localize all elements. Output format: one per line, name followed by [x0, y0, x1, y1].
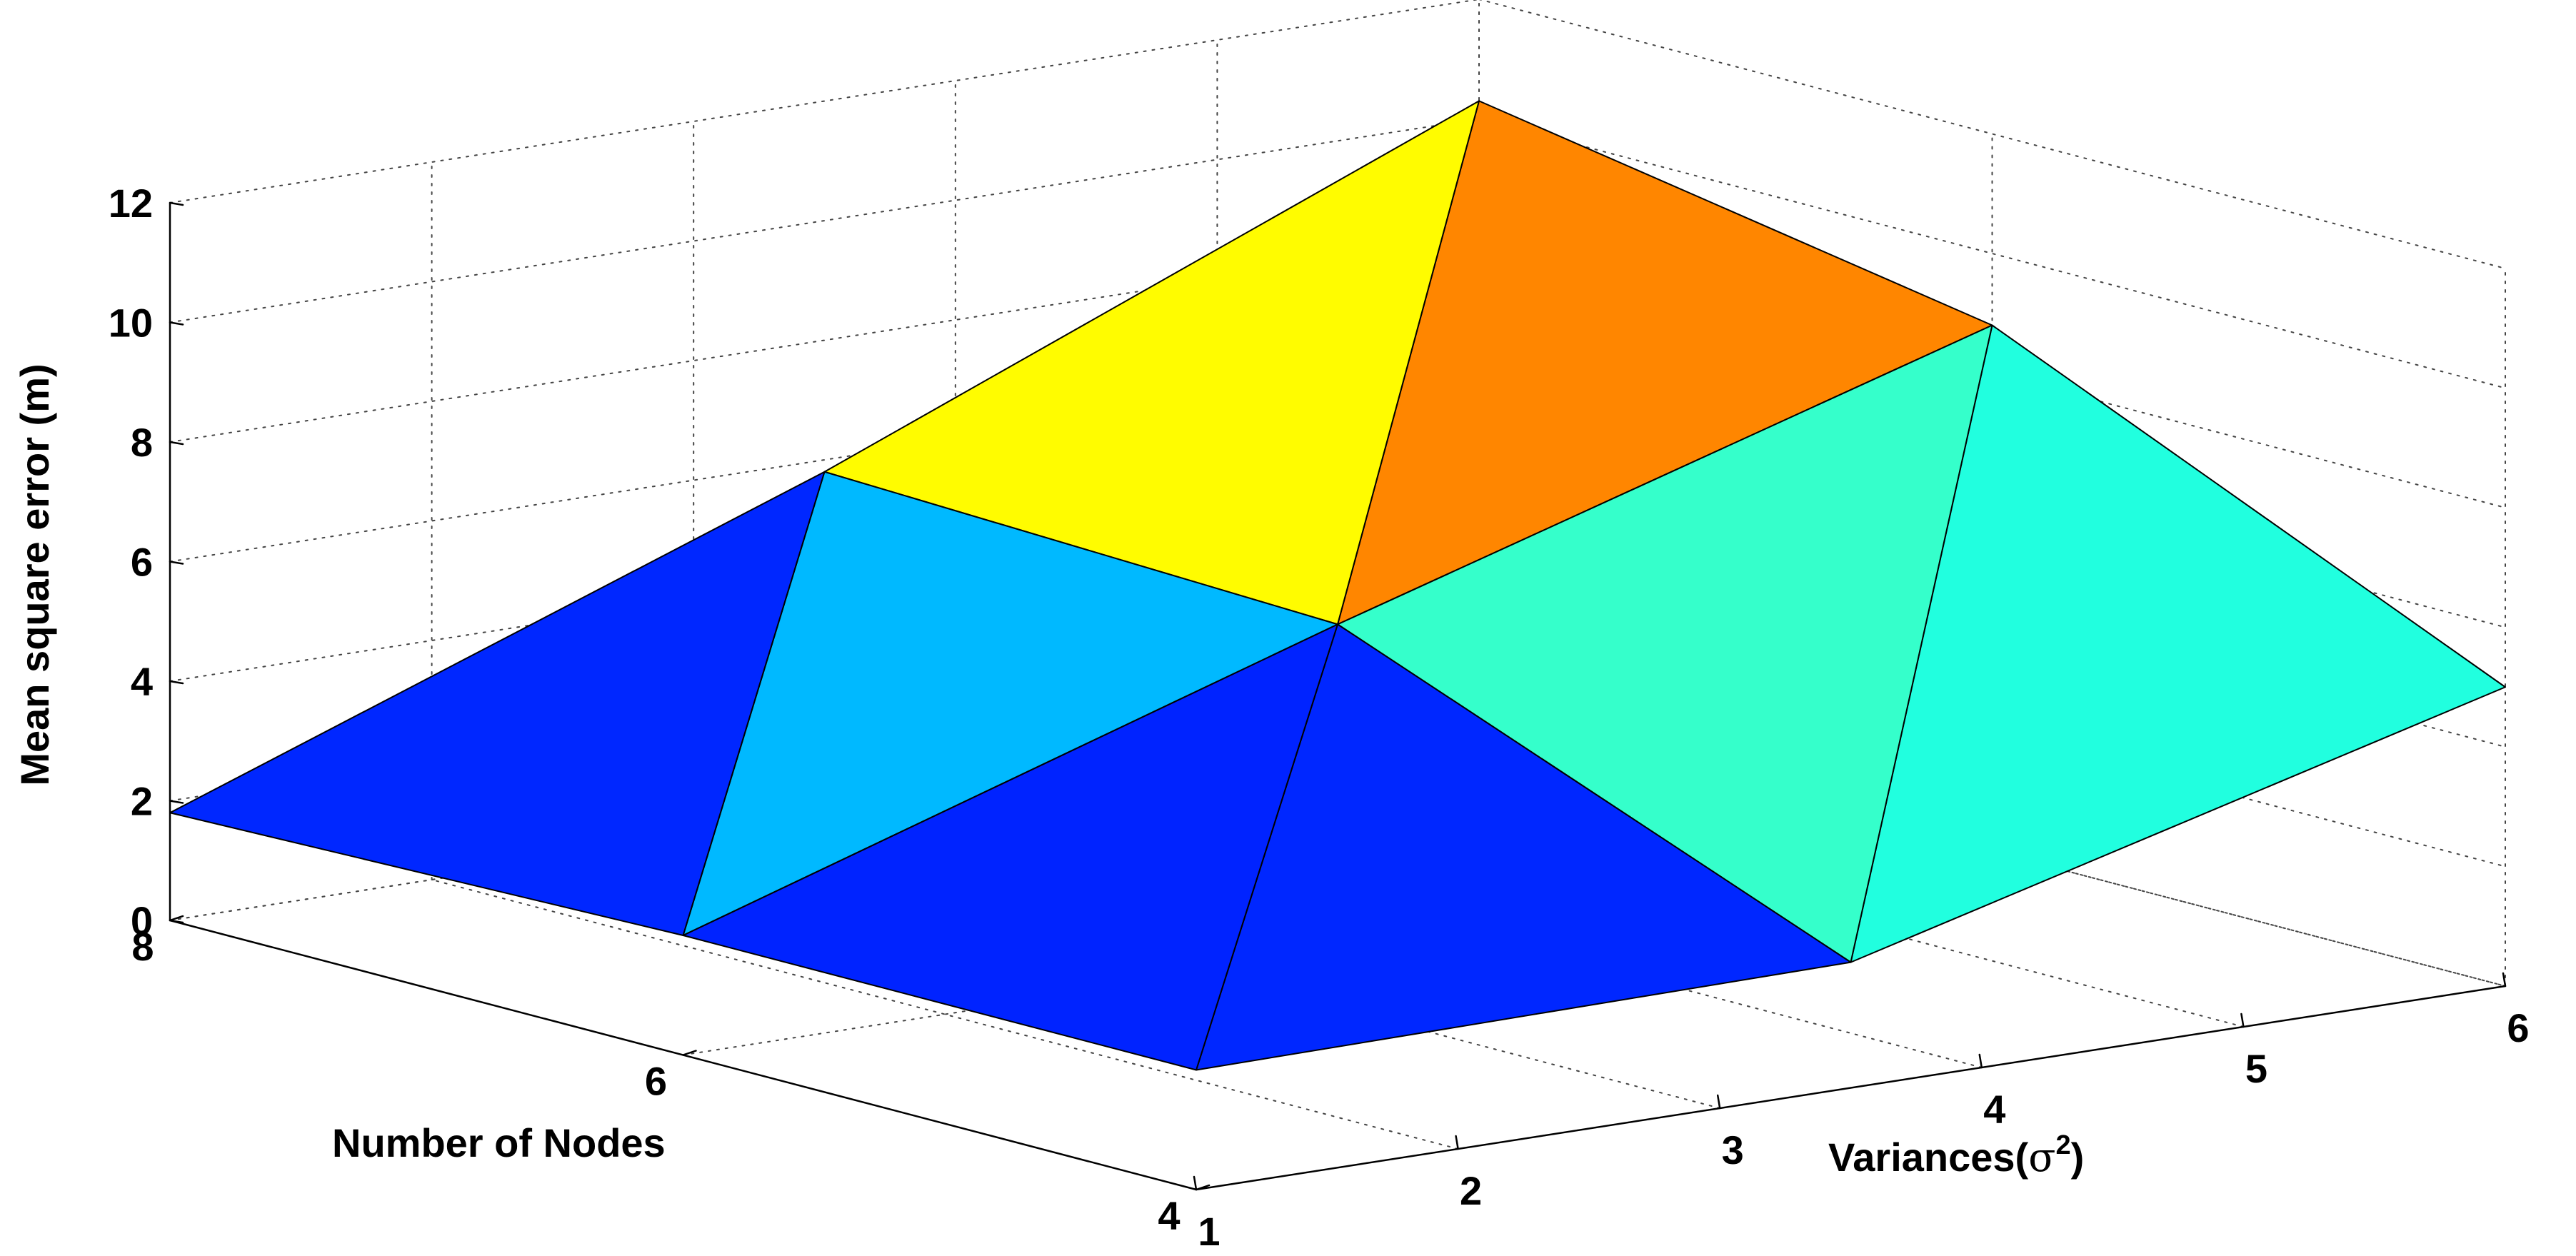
x-tick-label: 2 [1460, 1168, 1482, 1213]
z-tick-label: 8 [131, 420, 153, 465]
z-tick-label: 10 [109, 301, 153, 346]
side-wall-gridline-z [1478, 596, 2506, 868]
side-wall-gridline-z [1478, 716, 2506, 987]
x-tick-mark [1716, 1094, 1721, 1110]
z-tick-mark [169, 800, 184, 804]
z-tick-mark [169, 561, 184, 565]
x-tick-mark [1455, 1135, 1459, 1150]
surface-layer [169, 100, 2506, 1071]
surface-face [169, 471, 826, 936]
z-tick-label: 12 [109, 181, 153, 226]
z-tick-mark [169, 321, 184, 326]
side-wall-gridline-z [1478, 0, 2506, 269]
z-axis-label: Mean square error (m) [12, 363, 57, 785]
back-wall-gridline-z [169, 0, 1480, 204]
z-tick-label: 6 [131, 540, 153, 585]
y-tick-label: 6 [645, 1059, 667, 1104]
y-tick-mark [169, 915, 184, 922]
x-tick-label: 6 [2507, 1005, 2529, 1050]
z-tick-mark [169, 201, 184, 206]
z-tick-mark [169, 441, 184, 446]
surface-face [682, 623, 1338, 1071]
back-wall-gridline-z [169, 238, 1480, 443]
x-axis-label-close: ) [2071, 1135, 2085, 1180]
z-tick-label: 0 [131, 898, 153, 943]
side-wall-gridline-z [1478, 238, 2506, 508]
x-tick-mark [1978, 1053, 1983, 1069]
x-tick-label: 5 [2245, 1046, 2267, 1091]
z-tick-mark [169, 919, 184, 924]
back-wall-gridline-z [169, 357, 1480, 563]
floor-gridline-x [431, 879, 1459, 1150]
back-wall-gridline-z [169, 118, 1480, 323]
y-tick-mark [1195, 1184, 1211, 1191]
x-tick-label: 4 [1983, 1087, 2005, 1132]
x-axis-label-power: 2 [2055, 1130, 2070, 1160]
x-tick-mark [2240, 1013, 2245, 1028]
x-axis-line [1195, 985, 2507, 1191]
y-axis-label: Number of Nodes [332, 1120, 666, 1165]
y-tick-mark [682, 1050, 697, 1056]
side-wall-gridline-z [1478, 118, 2506, 389]
x-axis-label-sigma: σ [2028, 1135, 2055, 1181]
z-tick-label: 2 [131, 779, 153, 824]
x-tick-mark [2502, 972, 2507, 988]
x-tick-label: 1 [1198, 1209, 1220, 1254]
x-tick-mark [1193, 1175, 1198, 1191]
z-tick-mark [169, 680, 184, 685]
z-tick-label: 4 [131, 659, 153, 704]
x-axis-label-base: Variances( [1828, 1135, 2029, 1180]
x-axis-label: Variances(σ2) [1828, 1130, 2084, 1181]
y-tick-label: 8 [131, 924, 154, 969]
x-tick-label: 3 [1722, 1127, 1744, 1172]
labels-layer: Variances(σ2) Number of Nodes Mean squar… [12, 363, 2084, 1181]
y-tick-label: 4 [1158, 1193, 1180, 1238]
